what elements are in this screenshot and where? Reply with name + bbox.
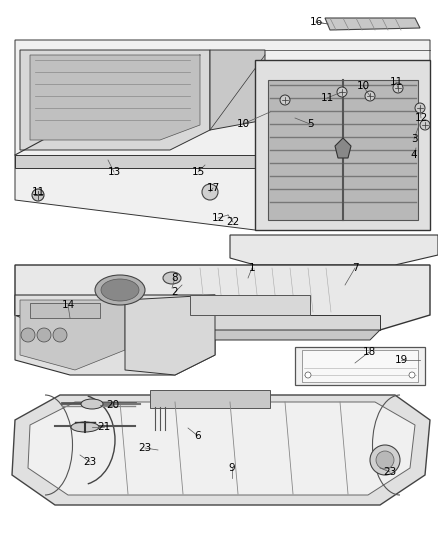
Text: 18: 18 [362, 347, 376, 357]
FancyBboxPatch shape [150, 390, 270, 408]
Text: 11: 11 [389, 77, 403, 87]
Polygon shape [55, 330, 380, 340]
Ellipse shape [163, 272, 181, 284]
Polygon shape [12, 395, 430, 505]
Circle shape [420, 120, 430, 130]
Text: 2: 2 [172, 287, 178, 297]
Text: 21: 21 [97, 422, 111, 432]
Polygon shape [15, 315, 380, 330]
Text: 8: 8 [172, 273, 178, 283]
Circle shape [409, 372, 415, 378]
Text: 12: 12 [414, 113, 427, 123]
Text: 11: 11 [320, 93, 334, 103]
FancyBboxPatch shape [190, 295, 310, 315]
Polygon shape [20, 50, 210, 150]
Circle shape [280, 95, 290, 105]
Text: 9: 9 [229, 463, 235, 473]
Text: 19: 19 [394, 355, 408, 365]
Circle shape [393, 83, 403, 93]
Text: 14: 14 [61, 300, 74, 310]
Text: 1: 1 [249, 263, 255, 273]
Polygon shape [28, 402, 415, 495]
Circle shape [53, 328, 67, 342]
Circle shape [32, 189, 44, 201]
Text: 23: 23 [138, 443, 152, 453]
Text: 20: 20 [106, 400, 120, 410]
Circle shape [370, 445, 400, 475]
Circle shape [365, 91, 375, 101]
Text: 23: 23 [83, 457, 97, 467]
Polygon shape [15, 295, 215, 375]
Text: 11: 11 [32, 187, 45, 197]
Polygon shape [30, 55, 200, 140]
Circle shape [202, 184, 218, 200]
Text: 3: 3 [411, 134, 417, 144]
Polygon shape [20, 300, 125, 370]
FancyBboxPatch shape [30, 303, 100, 318]
Text: 12: 12 [212, 213, 225, 223]
Text: 15: 15 [191, 167, 205, 177]
FancyBboxPatch shape [302, 350, 418, 382]
Circle shape [376, 451, 394, 469]
Ellipse shape [81, 399, 103, 409]
Polygon shape [335, 138, 351, 158]
Ellipse shape [95, 275, 145, 305]
Text: 13: 13 [107, 167, 120, 177]
Circle shape [337, 87, 347, 97]
Text: 4: 4 [411, 150, 417, 160]
Text: 10: 10 [357, 81, 370, 91]
Polygon shape [230, 235, 438, 265]
Text: 10: 10 [237, 119, 250, 129]
Text: 5: 5 [307, 119, 313, 129]
Text: 22: 22 [226, 217, 240, 227]
Polygon shape [15, 40, 430, 230]
Circle shape [305, 372, 311, 378]
Circle shape [37, 328, 51, 342]
FancyBboxPatch shape [295, 347, 425, 385]
Circle shape [415, 103, 425, 113]
Ellipse shape [101, 279, 139, 301]
Circle shape [21, 328, 35, 342]
Polygon shape [210, 50, 265, 130]
Polygon shape [15, 155, 430, 168]
Text: 23: 23 [383, 467, 397, 477]
Ellipse shape [71, 422, 99, 432]
Polygon shape [15, 265, 430, 330]
Polygon shape [268, 80, 418, 220]
Text: 6: 6 [194, 431, 201, 441]
Polygon shape [325, 18, 420, 30]
Text: 7: 7 [352, 263, 358, 273]
Polygon shape [255, 60, 430, 230]
Text: 17: 17 [206, 183, 219, 193]
Text: 16: 16 [309, 17, 323, 27]
Polygon shape [125, 295, 215, 375]
